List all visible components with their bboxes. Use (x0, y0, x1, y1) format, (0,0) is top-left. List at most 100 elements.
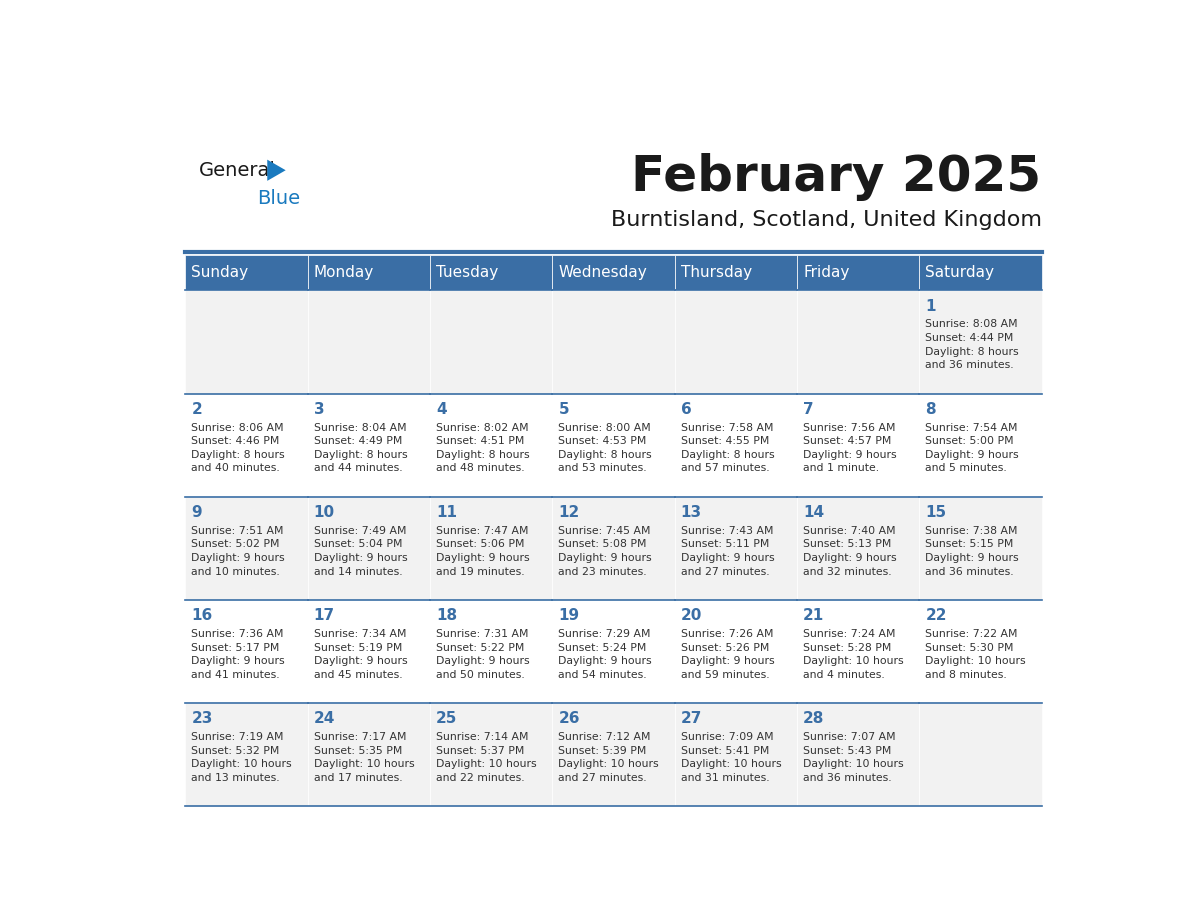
Bar (920, 497, 1042, 600)
Text: 8: 8 (925, 402, 936, 417)
Text: Sunrise: 7:22 AM
Sunset: 5:30 PM
Daylight: 10 hours
and 8 minutes.: Sunrise: 7:22 AM Sunset: 5:30 PM Dayligh… (925, 629, 1026, 679)
Text: Sunrise: 7:12 AM
Sunset: 5:39 PM
Daylight: 10 hours
and 27 minutes.: Sunrise: 7:12 AM Sunset: 5:39 PM Dayligh… (558, 733, 659, 783)
Text: Sunrise: 8:02 AM
Sunset: 4:51 PM
Daylight: 8 hours
and 48 minutes.: Sunrise: 8:02 AM Sunset: 4:51 PM Dayligh… (436, 422, 530, 474)
Text: Sunrise: 7:43 AM
Sunset: 5:11 PM
Daylight: 9 hours
and 27 minutes.: Sunrise: 7:43 AM Sunset: 5:11 PM Dayligh… (681, 526, 775, 577)
Bar (797, 255, 920, 290)
Bar (797, 290, 920, 394)
Bar (920, 600, 1042, 703)
Text: Sunrise: 7:49 AM
Sunset: 5:04 PM
Daylight: 9 hours
and 14 minutes.: Sunrise: 7:49 AM Sunset: 5:04 PM Dayligh… (314, 526, 407, 577)
Polygon shape (267, 160, 285, 181)
Text: 17: 17 (314, 609, 335, 623)
Text: 23: 23 (191, 711, 213, 726)
Text: 2: 2 (191, 402, 202, 417)
Text: 7: 7 (803, 402, 814, 417)
Text: 20: 20 (681, 609, 702, 623)
Bar (308, 497, 430, 600)
Bar (552, 290, 675, 394)
Text: 1: 1 (925, 298, 936, 314)
Text: Sunrise: 7:29 AM
Sunset: 5:24 PM
Daylight: 9 hours
and 54 minutes.: Sunrise: 7:29 AM Sunset: 5:24 PM Dayligh… (558, 629, 652, 679)
Text: Sunrise: 7:58 AM
Sunset: 4:55 PM
Daylight: 8 hours
and 57 minutes.: Sunrise: 7:58 AM Sunset: 4:55 PM Dayligh… (681, 422, 775, 474)
Text: Sunrise: 7:38 AM
Sunset: 5:15 PM
Daylight: 9 hours
and 36 minutes.: Sunrise: 7:38 AM Sunset: 5:15 PM Dayligh… (925, 526, 1019, 577)
Bar (797, 394, 920, 497)
Text: 26: 26 (558, 711, 580, 726)
Text: Sunrise: 8:04 AM
Sunset: 4:49 PM
Daylight: 8 hours
and 44 minutes.: Sunrise: 8:04 AM Sunset: 4:49 PM Dayligh… (314, 422, 407, 474)
Bar (185, 497, 308, 600)
Bar (430, 600, 552, 703)
Text: Sunrise: 7:51 AM
Sunset: 5:02 PM
Daylight: 9 hours
and 10 minutes.: Sunrise: 7:51 AM Sunset: 5:02 PM Dayligh… (191, 526, 285, 577)
Text: 21: 21 (803, 609, 824, 623)
Bar (675, 394, 797, 497)
Text: Sunday: Sunday (191, 265, 248, 280)
Bar (308, 290, 430, 394)
Text: 22: 22 (925, 609, 947, 623)
Text: Sunrise: 7:56 AM
Sunset: 4:57 PM
Daylight: 9 hours
and 1 minute.: Sunrise: 7:56 AM Sunset: 4:57 PM Dayligh… (803, 422, 897, 474)
Text: Sunrise: 7:14 AM
Sunset: 5:37 PM
Daylight: 10 hours
and 22 minutes.: Sunrise: 7:14 AM Sunset: 5:37 PM Dayligh… (436, 733, 537, 783)
Text: 13: 13 (681, 505, 702, 521)
Bar (797, 703, 920, 806)
Text: 4: 4 (436, 402, 447, 417)
Bar (920, 394, 1042, 497)
Bar (675, 290, 797, 394)
Text: Burntisland, Scotland, United Kingdom: Burntisland, Scotland, United Kingdom (611, 209, 1042, 230)
Text: 14: 14 (803, 505, 824, 521)
Text: 25: 25 (436, 711, 457, 726)
Bar (675, 255, 797, 290)
Bar (430, 290, 552, 394)
Bar (430, 703, 552, 806)
Text: Tuesday: Tuesday (436, 265, 498, 280)
Text: Sunrise: 7:31 AM
Sunset: 5:22 PM
Daylight: 9 hours
and 50 minutes.: Sunrise: 7:31 AM Sunset: 5:22 PM Dayligh… (436, 629, 530, 679)
Text: Sunrise: 7:07 AM
Sunset: 5:43 PM
Daylight: 10 hours
and 36 minutes.: Sunrise: 7:07 AM Sunset: 5:43 PM Dayligh… (803, 733, 904, 783)
Text: Blue: Blue (257, 189, 301, 208)
Text: Sunrise: 7:34 AM
Sunset: 5:19 PM
Daylight: 9 hours
and 45 minutes.: Sunrise: 7:34 AM Sunset: 5:19 PM Dayligh… (314, 629, 407, 679)
Text: Sunrise: 7:54 AM
Sunset: 5:00 PM
Daylight: 9 hours
and 5 minutes.: Sunrise: 7:54 AM Sunset: 5:00 PM Dayligh… (925, 422, 1019, 474)
Text: Sunrise: 7:09 AM
Sunset: 5:41 PM
Daylight: 10 hours
and 31 minutes.: Sunrise: 7:09 AM Sunset: 5:41 PM Dayligh… (681, 733, 782, 783)
Bar (797, 600, 920, 703)
Bar (552, 600, 675, 703)
Bar (920, 703, 1042, 806)
Text: Sunrise: 8:08 AM
Sunset: 4:44 PM
Daylight: 8 hours
and 36 minutes.: Sunrise: 8:08 AM Sunset: 4:44 PM Dayligh… (925, 319, 1019, 370)
Bar (185, 255, 308, 290)
Text: Thursday: Thursday (681, 265, 752, 280)
Bar (185, 394, 308, 497)
Text: Wednesday: Wednesday (558, 265, 647, 280)
Text: Sunrise: 7:19 AM
Sunset: 5:32 PM
Daylight: 10 hours
and 13 minutes.: Sunrise: 7:19 AM Sunset: 5:32 PM Dayligh… (191, 733, 292, 783)
Bar (430, 394, 552, 497)
Text: 9: 9 (191, 505, 202, 521)
Text: Monday: Monday (314, 265, 374, 280)
Text: 28: 28 (803, 711, 824, 726)
Text: 5: 5 (558, 402, 569, 417)
Bar (552, 497, 675, 600)
Bar (797, 497, 920, 600)
Text: Sunrise: 7:26 AM
Sunset: 5:26 PM
Daylight: 9 hours
and 59 minutes.: Sunrise: 7:26 AM Sunset: 5:26 PM Dayligh… (681, 629, 775, 679)
Text: 6: 6 (681, 402, 691, 417)
Bar (552, 255, 675, 290)
Text: Sunrise: 7:45 AM
Sunset: 5:08 PM
Daylight: 9 hours
and 23 minutes.: Sunrise: 7:45 AM Sunset: 5:08 PM Dayligh… (558, 526, 652, 577)
Bar (430, 255, 552, 290)
Text: 24: 24 (314, 711, 335, 726)
Text: Friday: Friday (803, 265, 849, 280)
Text: 3: 3 (314, 402, 324, 417)
Text: 11: 11 (436, 505, 457, 521)
Bar (185, 703, 308, 806)
Text: Sunrise: 7:36 AM
Sunset: 5:17 PM
Daylight: 9 hours
and 41 minutes.: Sunrise: 7:36 AM Sunset: 5:17 PM Dayligh… (191, 629, 285, 679)
Bar (675, 703, 797, 806)
Bar (308, 394, 430, 497)
Bar (920, 255, 1042, 290)
Text: Saturday: Saturday (925, 265, 994, 280)
Bar (675, 497, 797, 600)
Text: Sunrise: 7:47 AM
Sunset: 5:06 PM
Daylight: 9 hours
and 19 minutes.: Sunrise: 7:47 AM Sunset: 5:06 PM Dayligh… (436, 526, 530, 577)
Text: Sunrise: 8:00 AM
Sunset: 4:53 PM
Daylight: 8 hours
and 53 minutes.: Sunrise: 8:00 AM Sunset: 4:53 PM Dayligh… (558, 422, 652, 474)
Text: 27: 27 (681, 711, 702, 726)
Text: Sunrise: 7:24 AM
Sunset: 5:28 PM
Daylight: 10 hours
and 4 minutes.: Sunrise: 7:24 AM Sunset: 5:28 PM Dayligh… (803, 629, 904, 679)
Text: Sunrise: 7:40 AM
Sunset: 5:13 PM
Daylight: 9 hours
and 32 minutes.: Sunrise: 7:40 AM Sunset: 5:13 PM Dayligh… (803, 526, 897, 577)
Bar (185, 290, 308, 394)
Text: 12: 12 (558, 505, 580, 521)
Bar (430, 497, 552, 600)
Text: 19: 19 (558, 609, 580, 623)
Bar (308, 255, 430, 290)
Text: General: General (200, 161, 276, 180)
Bar (308, 703, 430, 806)
Text: 16: 16 (191, 609, 213, 623)
Bar (552, 703, 675, 806)
Text: 18: 18 (436, 609, 457, 623)
